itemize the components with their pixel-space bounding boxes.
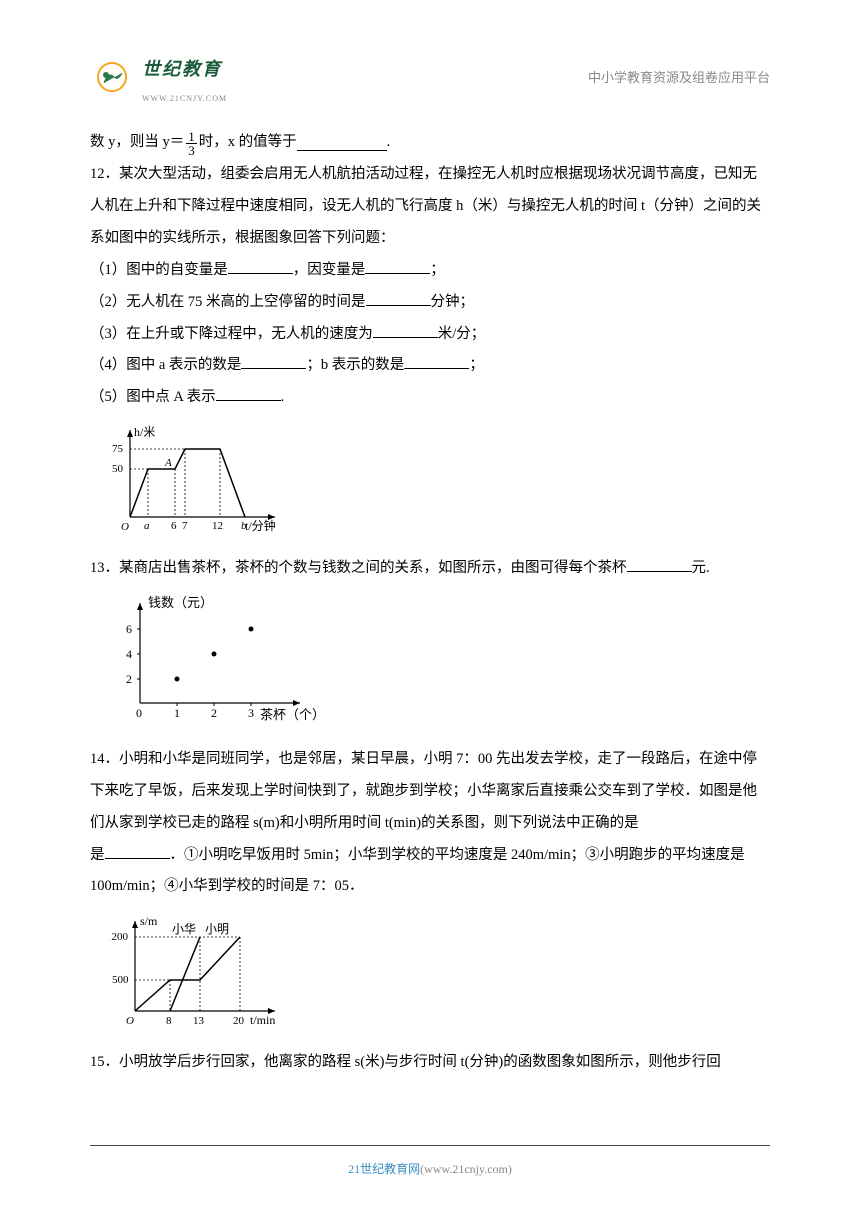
q11-line: 数 y，则当 y＝ 1 3 时，x 的值等于 . bbox=[90, 127, 770, 159]
q12-p5b: . bbox=[281, 389, 285, 405]
q12-p4b: ；b 表示的数是 bbox=[306, 357, 404, 373]
logo-text: 世纪教育 WWW.21CNJY.COM bbox=[142, 50, 227, 107]
blank-input[interactable] bbox=[366, 290, 431, 306]
svg-text:a: a bbox=[144, 520, 150, 532]
xlabel-t: t/min bbox=[250, 1013, 275, 1026]
svg-text:13: 13 bbox=[193, 1015, 205, 1026]
q14-line2-text: ．①小明吃早饭用时 5min；小华到学校的平均速度是 240m/min；③小明跑… bbox=[90, 847, 745, 895]
q12-p1: （1）图中的自变量是 ，因变量是 ； bbox=[90, 255, 770, 287]
footer-url: (www.21cnjy.com) bbox=[420, 1162, 512, 1176]
xlabel-cup: 茶杯（个） bbox=[260, 707, 320, 722]
q12-p1a: （1）图中的自变量是 bbox=[90, 262, 228, 278]
q12-p3: （3）在上升或下降过程中，无人机的速度为 米/分； bbox=[90, 319, 770, 351]
q14-line1: 14．小明和小华是同班同学，也是邻居，某日早晨，小明 7：00 先出发去学校，走… bbox=[90, 744, 770, 840]
blank-input[interactable] bbox=[365, 258, 430, 274]
q12-p4a: （4）图中 a 表示的数是 bbox=[90, 357, 241, 373]
blank-input[interactable] bbox=[241, 353, 306, 369]
svg-text:75: 75 bbox=[112, 443, 124, 455]
blank-input[interactable] bbox=[216, 385, 281, 401]
q11-prefix: 数 y，则当 y＝ bbox=[90, 127, 184, 159]
blank-input[interactable] bbox=[228, 258, 293, 274]
label-xiaoming: 小明 bbox=[205, 922, 229, 936]
blank-input[interactable] bbox=[297, 135, 387, 151]
svg-text:1: 1 bbox=[174, 706, 180, 720]
logo-main: 世纪教育 bbox=[142, 50, 227, 90]
xlabel-t: t/分钟 bbox=[245, 518, 276, 532]
ylabel-h: h/米 bbox=[134, 425, 155, 439]
page-header: 世纪教育 WWW.21CNJY.COM 中小学教育资源及组卷应用平台 bbox=[90, 50, 770, 107]
svg-text:O: O bbox=[126, 1015, 134, 1026]
q12-p5: （5）图中点 A 表示. bbox=[90, 382, 770, 414]
svg-text:8: 8 bbox=[166, 1015, 172, 1026]
svg-text:2: 2 bbox=[211, 706, 217, 720]
logo-sub: WWW.21CNJY.COM bbox=[142, 90, 227, 108]
blank-input[interactable] bbox=[105, 843, 170, 859]
ylabel-s: s/m bbox=[140, 914, 158, 928]
blank-input[interactable] bbox=[404, 353, 469, 369]
q13: 13．某商店出售茶杯，茶杯的个数与钱数之间的关系，如图所示，由图可得每个茶杯 元. bbox=[90, 553, 770, 585]
chart-q13: 钱数（元） 茶杯（个） 2 4 6 0 1 2 3 bbox=[110, 593, 770, 736]
q12-p2: （2）无人机在 75 米高的上空停留的时间是 分钟； bbox=[90, 287, 770, 319]
svg-text:A: A bbox=[164, 457, 172, 469]
q12-p3a: （3）在上升或下降过程中，无人机的速度为 bbox=[90, 326, 373, 342]
q15: 15．小明放学后步行回家，他离家的路程 s(米)与步行时间 t(分钟)的函数图象… bbox=[90, 1047, 770, 1079]
svg-text:7: 7 bbox=[182, 520, 188, 532]
footer-brand: 21世纪教育网 bbox=[348, 1162, 420, 1176]
q12-p2a: （2）无人机在 75 米高的上空停留的时间是 bbox=[90, 294, 366, 310]
svg-text:50: 50 bbox=[112, 463, 124, 475]
blank-input[interactable] bbox=[373, 322, 438, 338]
q14-blank-prefix: 是 bbox=[90, 847, 105, 863]
q12-p1c: ； bbox=[430, 262, 445, 278]
q11-suffix: 时，x 的值等于 bbox=[199, 127, 297, 159]
content-area: 数 y，则当 y＝ 1 3 时，x 的值等于 . 12．某次大型活动，组委会启用… bbox=[90, 127, 770, 1079]
q14-line2: 是．①小明吃早饭用时 5min；小华到学校的平均速度是 240m/min；③小明… bbox=[90, 840, 770, 904]
ylabel-money: 钱数（元） bbox=[148, 595, 213, 610]
q12-p5a: （5）图中点 A 表示 bbox=[90, 389, 216, 405]
chart-q12: h/米 t/分钟 75 50 A O a 6 7 12 b bbox=[110, 422, 770, 545]
q12-p3b: 米/分； bbox=[438, 326, 486, 342]
footer-text: 21世纪教育网(www.21cnjy.com) bbox=[348, 1162, 512, 1176]
q12-p4: （4）图中 a 表示的数是 ；b 表示的数是 ； bbox=[90, 350, 770, 382]
label-xiaohua: 小华 bbox=[172, 922, 196, 936]
svg-text:b: b bbox=[241, 520, 247, 532]
q12-p1b: ，因变量是 bbox=[293, 262, 366, 278]
q13-end: 元. bbox=[692, 560, 710, 576]
blank-input[interactable] bbox=[627, 556, 692, 572]
svg-text:500: 500 bbox=[112, 974, 129, 986]
svg-text:0: 0 bbox=[136, 706, 142, 720]
fraction-num: 1 bbox=[186, 130, 197, 144]
svg-text:2: 2 bbox=[126, 672, 132, 686]
svg-text:3: 3 bbox=[248, 706, 254, 720]
fraction-den: 3 bbox=[186, 144, 197, 157]
q12-intro: 12．某次大型活动，组委会启用无人机航拍活动过程，在操控无人机时应根据现场状况调… bbox=[90, 159, 770, 255]
svg-text:O: O bbox=[121, 521, 129, 532]
logo-icon bbox=[90, 57, 134, 101]
svg-text:12: 12 bbox=[212, 520, 223, 532]
svg-text:4: 4 bbox=[126, 647, 132, 661]
q13-text: 13．某商店出售茶杯，茶杯的个数与钱数之间的关系，如图所示，由图可得每个茶杯 bbox=[90, 560, 627, 576]
page-footer: 21世纪教育网(www.21cnjy.com) bbox=[90, 1145, 770, 1186]
svg-text:6: 6 bbox=[171, 520, 177, 532]
svg-text:20: 20 bbox=[233, 1015, 245, 1026]
fraction: 1 3 bbox=[186, 130, 197, 157]
q12-p2b: 分钟； bbox=[431, 294, 475, 310]
svg-text:6: 6 bbox=[126, 622, 132, 636]
q11-end: . bbox=[387, 127, 391, 159]
logo-area: 世纪教育 WWW.21CNJY.COM bbox=[90, 50, 227, 107]
header-subtitle: 中小学教育资源及组卷应用平台 bbox=[588, 64, 770, 93]
chart-q14: s/m t/min 1200 500 O 8 13 20 小华 小明 bbox=[110, 911, 770, 1039]
q12-p4c: ； bbox=[469, 357, 484, 373]
svg-text:1200: 1200 bbox=[110, 931, 129, 943]
